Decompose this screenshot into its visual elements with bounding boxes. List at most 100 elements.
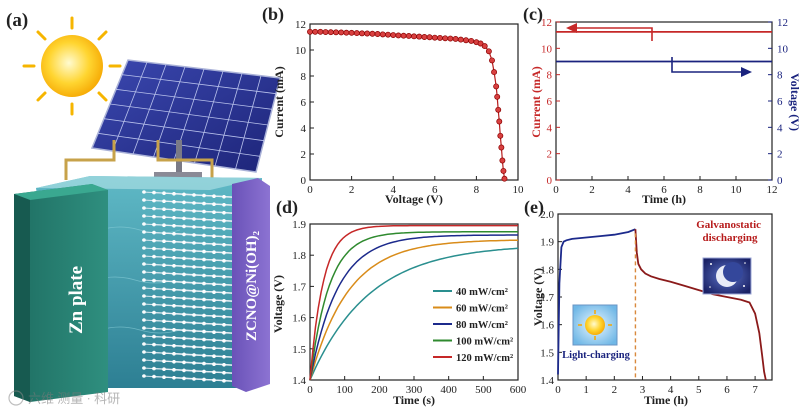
nanoflake xyxy=(152,350,156,355)
nanoflake xyxy=(222,259,226,263)
nanoflake xyxy=(202,193,206,198)
nanoflake xyxy=(162,255,166,259)
y-tick-label: 8 xyxy=(301,71,307,83)
nanoflake xyxy=(142,238,146,242)
nanoflake xyxy=(222,283,226,287)
iv-point xyxy=(395,32,402,39)
nanoflake xyxy=(202,289,206,294)
nanoflake xyxy=(202,321,206,326)
nanoflake xyxy=(142,214,146,218)
nanoflake xyxy=(172,376,176,380)
nanoflake xyxy=(192,273,196,277)
nanoflake xyxy=(162,319,166,324)
nanoflake xyxy=(192,209,196,213)
nanoflake xyxy=(202,241,206,246)
light-charging-inset xyxy=(572,304,618,346)
nanoflake xyxy=(182,264,186,269)
nanoflake xyxy=(172,224,176,228)
plot-frame xyxy=(555,21,773,181)
nanoflake xyxy=(152,206,156,211)
y-tick-label: 1.6 xyxy=(540,320,554,332)
nanoflake xyxy=(162,351,166,356)
nanoflake xyxy=(202,377,206,382)
iv-point xyxy=(317,28,324,35)
nanoflake xyxy=(152,246,156,251)
sun-icon xyxy=(22,16,122,116)
nanoflake xyxy=(162,295,166,300)
iv-point xyxy=(501,175,508,182)
nanoflake xyxy=(142,310,146,314)
nanoflake xyxy=(142,254,146,258)
iv-point xyxy=(489,57,495,64)
x-tick-label: 200 xyxy=(371,384,388,396)
nanoflake xyxy=(152,358,156,363)
nanoflake xyxy=(192,345,196,349)
panel-grid-line xyxy=(109,103,269,126)
y2-tick-label: 6 xyxy=(777,96,783,108)
nanoflake xyxy=(182,336,186,341)
y-tick-label: 10 xyxy=(541,43,553,55)
iv-point xyxy=(481,43,488,50)
panel-label-b: (b) xyxy=(262,4,284,25)
nanoflake xyxy=(202,313,206,318)
legend-label: 80 mW/cm² xyxy=(456,320,508,331)
nanoflake xyxy=(142,318,146,322)
nanoflake xyxy=(152,334,156,339)
x-tick-label: 6 xyxy=(724,384,730,396)
iv-point xyxy=(369,30,376,37)
current-arrow xyxy=(566,23,653,41)
iv-point xyxy=(468,37,475,44)
x-tick-label: 5 xyxy=(696,384,702,396)
nanoflake xyxy=(182,272,186,277)
nanoflake xyxy=(222,275,226,279)
x-tick-label: 100 xyxy=(336,384,353,396)
nanoflake xyxy=(172,240,176,244)
nanoflake xyxy=(142,334,146,338)
nanoflake xyxy=(182,320,186,325)
charging-curve xyxy=(309,224,518,381)
x-tick-label: 8 xyxy=(474,184,480,196)
x-tick-label: 0 xyxy=(307,184,313,196)
nanoflake xyxy=(182,288,186,293)
nanoflake xyxy=(152,294,156,299)
nanoflake xyxy=(192,225,196,229)
nanoflake xyxy=(152,286,156,291)
x-tick-label: 6 xyxy=(432,184,438,196)
y-tick-label: 1.6 xyxy=(292,313,306,325)
nanoflake xyxy=(152,214,156,219)
x-tick-label: 12 xyxy=(767,184,778,196)
nanoflake xyxy=(212,194,216,198)
nanoflake xyxy=(152,302,156,307)
nanoflake xyxy=(212,298,216,303)
nanoflake xyxy=(202,249,206,254)
nanoflake xyxy=(182,224,186,229)
nanoflake xyxy=(172,352,176,356)
y2-tick-label: 0 xyxy=(777,175,783,187)
x-tick-label: 500 xyxy=(475,384,492,396)
nanoflake xyxy=(142,262,146,266)
charging-curve xyxy=(309,247,519,381)
nanoflake xyxy=(192,265,196,269)
y-tick-label: 1.7 xyxy=(540,292,554,304)
y2-tick-label: 8 xyxy=(777,70,783,82)
nanoflake xyxy=(212,306,216,311)
legend-label: 40 mW/cm² xyxy=(456,287,508,298)
iv-point xyxy=(431,34,438,41)
nanoflake xyxy=(162,327,166,332)
y-tick-label: 2.0 xyxy=(540,209,554,221)
nanoflake xyxy=(152,326,156,331)
nanoflake xyxy=(152,278,156,283)
nanoflake xyxy=(162,263,166,268)
nanoflake xyxy=(202,353,206,358)
nanoflake xyxy=(192,353,196,357)
nanoflake xyxy=(152,230,156,235)
zn-plate: Zn plate xyxy=(14,184,108,402)
nanoflake xyxy=(222,379,226,383)
nanoflake xyxy=(222,323,226,327)
nanoflake xyxy=(182,248,186,253)
nanowire-array xyxy=(141,190,265,384)
cathode-label: ZCNO@Ni(OH)₂ xyxy=(244,230,260,341)
nanoflake xyxy=(212,314,216,319)
y-tick-label: 2 xyxy=(547,149,553,161)
